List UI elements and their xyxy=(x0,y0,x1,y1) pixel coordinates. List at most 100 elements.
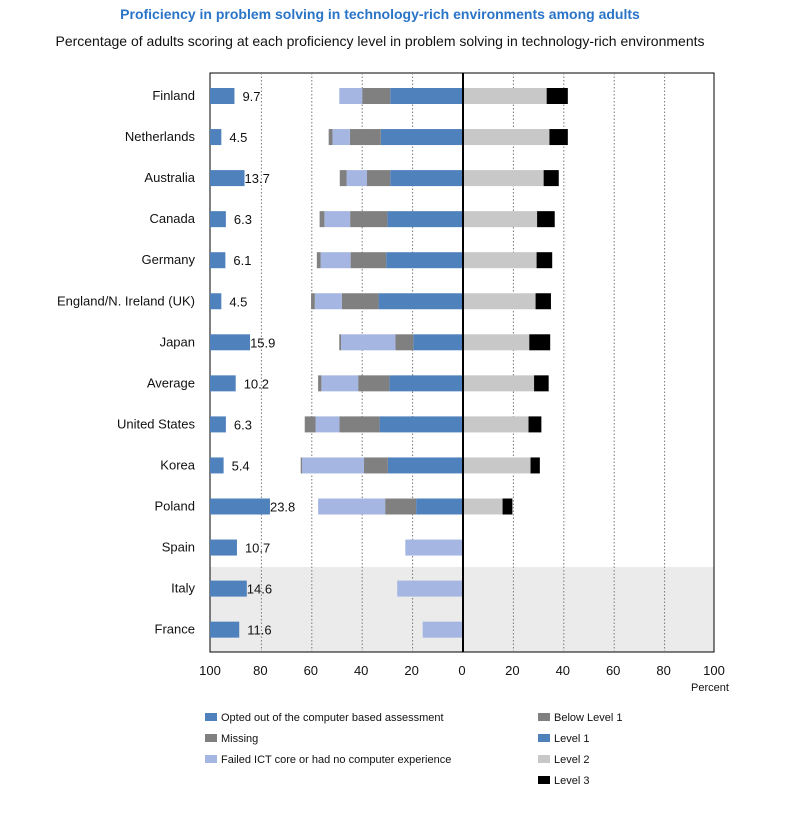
bar-failed-ict xyxy=(339,88,363,104)
x-tick-label: 20 xyxy=(505,663,519,678)
bar-level3 xyxy=(534,375,549,392)
country-label: Netherlands xyxy=(125,129,196,144)
bar-failed-ict xyxy=(320,252,351,269)
bar-below-level1 xyxy=(366,170,391,187)
x-tick-label: 60 xyxy=(606,663,620,678)
bar-failed-ict xyxy=(422,621,463,638)
legend-label: Failed ICT core or had no computer exper… xyxy=(221,754,451,766)
country-label: United States xyxy=(117,416,196,431)
x-tick-label: 20 xyxy=(404,663,418,678)
opted-out-label: 4.5 xyxy=(229,130,247,145)
bar-level2 xyxy=(463,129,550,146)
opted-out-label: 6.1 xyxy=(233,253,251,268)
opted-out-label: 23.8 xyxy=(270,500,295,515)
bar-failed-ict xyxy=(397,580,463,597)
bar-below-level1 xyxy=(362,88,391,104)
bar-level3 xyxy=(549,129,568,146)
legend-swatch xyxy=(205,713,217,721)
bar-below-level1 xyxy=(341,293,379,310)
bar-opted-out xyxy=(210,252,226,269)
legend-label: Level 1 xyxy=(554,733,589,745)
country-label: Spain xyxy=(162,540,195,555)
legend-swatch xyxy=(205,755,217,763)
chart-title: Proficiency in problem solving in techno… xyxy=(120,6,640,22)
x-axis-label: Percent xyxy=(691,682,729,694)
opted-out-label: 11.6 xyxy=(247,623,271,638)
bar-level2 xyxy=(463,211,538,228)
country-label: Italy xyxy=(171,581,195,596)
x-tick-label: 40 xyxy=(556,663,570,678)
country-label: France xyxy=(155,622,195,637)
opted-out-label: 10.2 xyxy=(244,376,269,391)
legend-label: Level 2 xyxy=(554,754,589,766)
bar-level1 xyxy=(386,252,463,269)
legend-label: Opted out of the computer based assessme… xyxy=(221,712,444,724)
bar-below-level1 xyxy=(385,498,417,515)
bar-failed-ict xyxy=(301,457,364,474)
country-label: Canada xyxy=(149,211,195,226)
bar-level1 xyxy=(416,498,463,515)
bar-opted-out xyxy=(210,416,226,433)
bar-failed-ict xyxy=(346,170,367,187)
bar-failed-ict xyxy=(321,375,359,392)
bar-opted-out xyxy=(210,539,237,556)
bar-below-level1 xyxy=(395,334,414,351)
bar-level2 xyxy=(463,170,544,187)
bar-level1 xyxy=(390,170,463,187)
opted-out-label: 9.7 xyxy=(242,89,260,104)
bar-level2 xyxy=(463,375,535,392)
bar-below-level1 xyxy=(349,129,381,146)
opted-out-label: 4.5 xyxy=(229,294,247,309)
bar-opted-out xyxy=(210,457,224,474)
bar-missing xyxy=(319,211,325,228)
x-tick-label: 40 xyxy=(354,663,368,678)
bar-level2 xyxy=(463,334,530,351)
bar-below-level1 xyxy=(363,457,388,474)
bar-level3 xyxy=(536,252,553,269)
bar-missing xyxy=(318,375,322,392)
bar-below-level1 xyxy=(358,375,390,392)
bar-opted-out xyxy=(210,621,240,638)
x-tick-label: 80 xyxy=(656,663,670,678)
x-tick-label: 100 xyxy=(199,663,221,678)
bar-level1 xyxy=(390,88,463,104)
bar-level2 xyxy=(463,457,531,474)
country-label: Poland xyxy=(155,499,195,514)
bar-level3 xyxy=(528,416,542,433)
bar-opted-out xyxy=(210,211,226,228)
country-label: Japan xyxy=(160,334,195,349)
bar-level2 xyxy=(463,252,537,269)
bar-level3 xyxy=(529,334,551,351)
bar-missing xyxy=(300,457,302,474)
bar-opted-out xyxy=(210,498,270,515)
legend-label: Level 3 xyxy=(554,775,589,787)
country-label: England/N. Ireland (UK) xyxy=(57,293,195,308)
bar-failed-ict xyxy=(315,416,340,433)
legend-swatch xyxy=(205,734,217,742)
bar-level3 xyxy=(546,88,568,104)
legend-label: Below Level 1 xyxy=(554,712,623,724)
bar-level3 xyxy=(537,211,555,228)
bar-level3 xyxy=(535,293,551,310)
bar-missing xyxy=(328,129,333,146)
opted-out-label: 6.3 xyxy=(234,212,252,227)
bar-opted-out xyxy=(210,580,247,597)
country-label: Korea xyxy=(160,457,195,472)
bar-level1 xyxy=(413,334,463,351)
x-tick-label: 80 xyxy=(253,663,267,678)
opted-out-label: 15.9 xyxy=(250,335,275,350)
country-label: Average xyxy=(147,375,195,390)
bar-failed-ict xyxy=(314,293,342,310)
bar-failed-ict xyxy=(405,539,463,556)
bar-opted-out xyxy=(210,129,222,146)
legend-label: Missing xyxy=(221,733,258,745)
x-tick-label: 0 xyxy=(458,663,465,678)
bar-level2 xyxy=(463,293,536,310)
bar-level1 xyxy=(380,129,463,146)
bar-level1 xyxy=(387,211,463,228)
bar-level3 xyxy=(530,457,540,474)
country-label: Germany xyxy=(142,252,196,267)
bar-missing xyxy=(316,252,321,269)
bar-level3 xyxy=(502,498,513,515)
